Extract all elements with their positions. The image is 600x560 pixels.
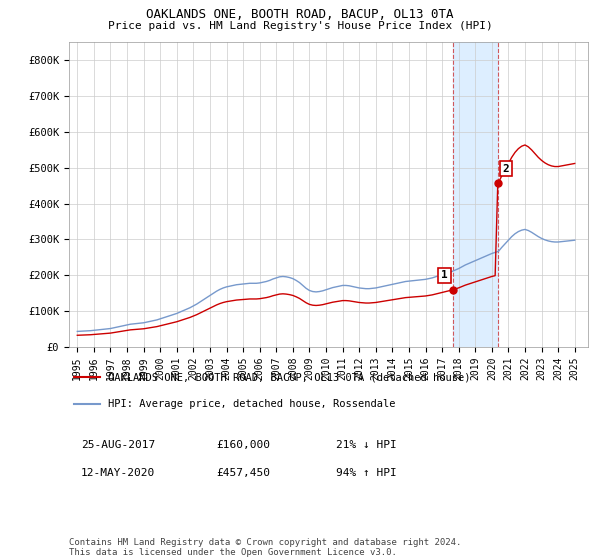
Bar	[453, 42, 498, 347]
Text: £160,000: £160,000	[216, 440, 270, 450]
Text: Price paid vs. HM Land Registry's House Price Index (HPI): Price paid vs. HM Land Registry's House …	[107, 21, 493, 31]
Text: Contains HM Land Registry data © Crown copyright and database right 2024.
This d: Contains HM Land Registry data © Crown c…	[69, 538, 461, 557]
Text: 21% ↓ HPI: 21% ↓ HPI	[336, 440, 397, 450]
Text: 12-MAY-2020: 12-MAY-2020	[81, 468, 155, 478]
Text: 1: 1	[441, 270, 448, 281]
Text: HPI: Average price, detached house, Rossendale: HPI: Average price, detached house, Ross…	[108, 399, 395, 409]
Text: 94% ↑ HPI: 94% ↑ HPI	[336, 468, 397, 478]
Text: OAKLANDS ONE, BOOTH ROAD, BACUP, OL13 0TA (detached house): OAKLANDS ONE, BOOTH ROAD, BACUP, OL13 0T…	[108, 372, 470, 382]
Text: OAKLANDS ONE, BOOTH ROAD, BACUP, OL13 0TA: OAKLANDS ONE, BOOTH ROAD, BACUP, OL13 0T…	[146, 8, 454, 21]
Text: 2: 2	[503, 164, 509, 174]
Text: £457,450: £457,450	[216, 468, 270, 478]
Text: 25-AUG-2017: 25-AUG-2017	[81, 440, 155, 450]
